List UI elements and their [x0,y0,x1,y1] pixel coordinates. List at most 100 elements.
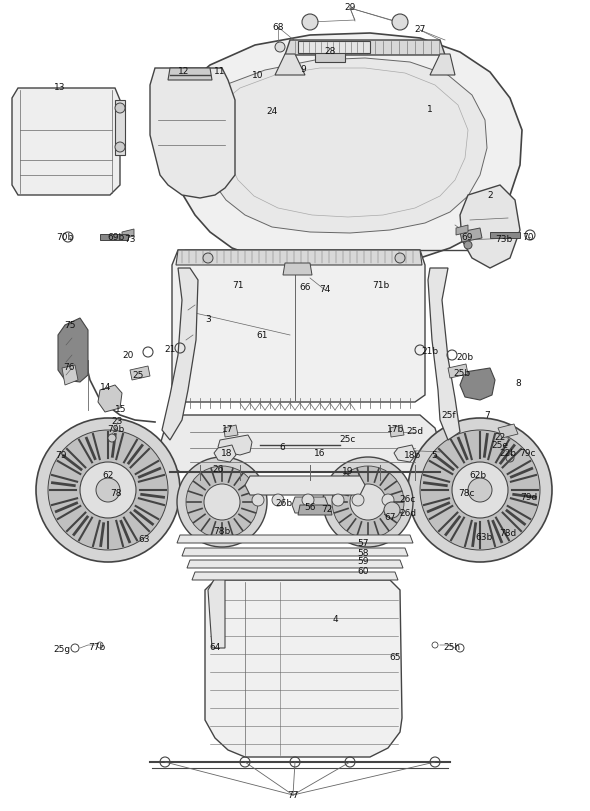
Polygon shape [394,445,416,462]
Text: 9: 9 [300,66,306,75]
Polygon shape [460,185,520,268]
Text: 4: 4 [332,616,338,624]
Text: 73: 73 [124,235,136,244]
Circle shape [115,142,125,152]
Polygon shape [214,445,236,462]
Circle shape [96,478,120,502]
Polygon shape [292,497,328,513]
Circle shape [420,430,540,550]
Polygon shape [298,505,332,515]
Text: 69b: 69b [107,233,124,242]
Text: 25f: 25f [442,410,456,419]
Circle shape [80,462,136,518]
Text: 74: 74 [319,285,330,294]
Text: 2: 2 [487,191,493,200]
Polygon shape [98,385,122,412]
Polygon shape [12,88,120,195]
Text: 25: 25 [132,371,144,380]
Polygon shape [130,366,150,380]
Polygon shape [218,435,252,455]
Polygon shape [162,268,198,440]
Text: 79c: 79c [519,448,535,457]
Polygon shape [460,368,495,400]
Text: 64: 64 [209,643,221,653]
Polygon shape [176,250,422,265]
Text: 16: 16 [314,448,326,457]
Circle shape [332,466,404,538]
Text: 25g: 25g [54,646,71,654]
Circle shape [392,14,408,30]
Text: 15: 15 [115,406,127,414]
Circle shape [408,418,552,562]
Circle shape [48,430,168,550]
Circle shape [384,502,400,518]
Text: 8: 8 [515,379,521,388]
Polygon shape [58,318,88,382]
Text: 56: 56 [304,503,316,512]
Text: 79: 79 [55,450,67,460]
Polygon shape [315,52,345,62]
Circle shape [108,434,116,442]
Text: 12: 12 [178,67,190,76]
Circle shape [302,14,318,30]
Text: 14: 14 [100,384,112,393]
Text: 76: 76 [63,363,75,372]
Circle shape [302,494,314,506]
Circle shape [323,457,413,547]
Text: 5: 5 [431,450,437,460]
Text: 26c: 26c [400,496,416,504]
Text: 28: 28 [324,48,336,57]
Text: 22: 22 [494,434,506,443]
Polygon shape [224,425,238,437]
Text: 23: 23 [112,418,123,427]
Text: 25b: 25b [454,370,471,379]
Text: 75: 75 [64,320,76,329]
Polygon shape [205,580,402,757]
Text: 25c: 25c [340,436,356,444]
Text: 61: 61 [256,331,268,340]
Text: 21b: 21b [421,347,438,357]
Polygon shape [173,33,522,268]
Text: 22b: 22b [500,448,516,457]
Circle shape [177,457,267,547]
Text: 13: 13 [54,84,65,92]
Text: 71b: 71b [372,281,389,290]
Polygon shape [160,415,440,472]
Text: 25e: 25e [491,440,509,449]
Circle shape [204,484,240,520]
Polygon shape [456,225,468,235]
Circle shape [332,494,344,506]
Text: 65: 65 [389,654,401,663]
Text: 20b: 20b [457,354,474,363]
Polygon shape [498,424,518,438]
Text: 17: 17 [222,426,234,435]
Polygon shape [177,535,413,543]
Polygon shape [390,425,404,437]
Text: 68: 68 [272,23,284,32]
Text: 3: 3 [205,315,211,324]
Text: 70b: 70b [57,233,74,242]
Circle shape [468,478,492,502]
Circle shape [115,103,125,113]
Polygon shape [62,365,78,385]
Text: 17b: 17b [388,426,405,435]
Text: 63b: 63b [476,534,493,543]
Text: 26: 26 [212,466,224,474]
Circle shape [203,253,213,263]
Circle shape [350,484,386,520]
Text: 1: 1 [427,105,433,114]
Text: 78: 78 [110,490,122,499]
Polygon shape [122,229,134,239]
Text: 63: 63 [138,535,150,544]
Text: 70: 70 [522,233,534,242]
Text: 60: 60 [358,568,369,577]
Text: 71: 71 [232,281,244,290]
Text: 79d: 79d [520,492,537,501]
Polygon shape [100,234,128,240]
Polygon shape [195,58,487,233]
Text: 24: 24 [266,108,278,117]
Text: 78d: 78d [499,530,517,539]
Text: 78b: 78b [214,527,231,537]
Polygon shape [283,263,312,275]
Text: 72: 72 [322,505,333,514]
